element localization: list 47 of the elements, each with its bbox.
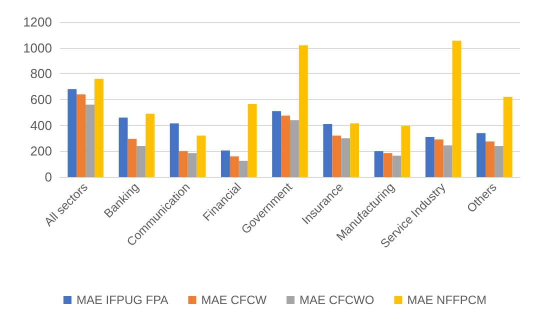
- bar: [374, 151, 384, 177]
- bar: [248, 104, 257, 177]
- y-tick-label: 600: [30, 92, 52, 107]
- bar: [323, 124, 332, 177]
- bar: [136, 146, 146, 177]
- bar: [128, 138, 137, 177]
- bar: [281, 116, 290, 177]
- y-tick-label: 400: [30, 118, 52, 133]
- bar: [383, 153, 392, 177]
- bar: [178, 151, 188, 177]
- bar: [476, 133, 486, 177]
- bar: [170, 123, 179, 177]
- legend-label: MAE NFFPCM: [407, 293, 487, 307]
- bar: [503, 96, 512, 177]
- y-tick-label: 1200: [23, 14, 52, 30]
- y-tick-label: 1000: [23, 40, 52, 56]
- bar: [290, 120, 299, 177]
- bar: [230, 156, 239, 177]
- bar: [221, 150, 230, 177]
- bar: [76, 94, 86, 177]
- bar: [332, 136, 342, 177]
- legend-label: MAE IFPUG FPA: [76, 293, 168, 307]
- bar: [425, 136, 434, 177]
- bar: [272, 111, 282, 177]
- bar: [68, 89, 77, 177]
- y-tick-label: 800: [30, 66, 52, 82]
- bar: [443, 145, 452, 177]
- bar: [392, 156, 402, 177]
- bar: [401, 126, 410, 177]
- bar: [452, 40, 462, 177]
- bar: [494, 146, 504, 177]
- bar: [298, 45, 308, 177]
- bar: [341, 138, 350, 177]
- bar: [238, 160, 248, 177]
- y-tick-label: 0: [44, 170, 52, 184]
- legend-label: MAE CFCW: [201, 293, 268, 307]
- bar: [486, 141, 494, 177]
- bar: [146, 114, 155, 177]
- bar: [86, 104, 94, 177]
- legend-label: MAE CFCWO: [300, 293, 374, 307]
- bar: [118, 118, 128, 177]
- bar: [188, 153, 197, 177]
- bar: [196, 136, 206, 177]
- y-tick-label: 200: [30, 144, 52, 159]
- bar: [94, 78, 104, 177]
- bar: [350, 123, 359, 177]
- bar: [434, 140, 444, 177]
